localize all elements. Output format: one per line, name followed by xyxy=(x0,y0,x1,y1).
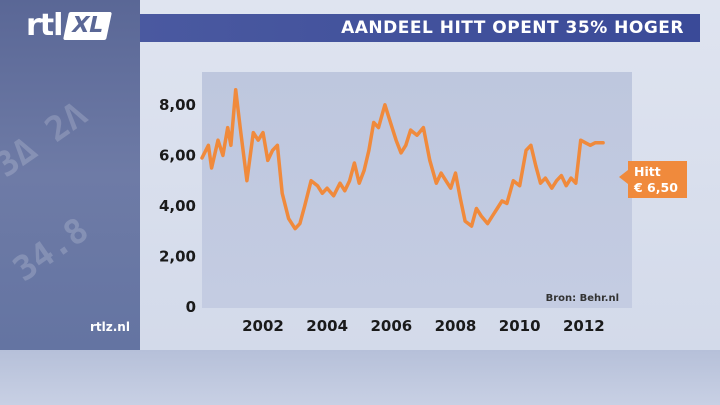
x-tick-label: 2004 xyxy=(306,317,348,335)
rtl-xl-logo: rtl XL xyxy=(26,8,113,43)
x-tick-label: 2010 xyxy=(499,317,541,335)
callout-series-name: Hitt xyxy=(634,164,661,179)
x-tick-label: 2002 xyxy=(242,317,284,335)
left-panel: 3Δ 2Λ 34.8 xyxy=(0,0,140,350)
value-callout: Hitt € 6,50 xyxy=(628,161,687,198)
logo-rtl-text: rtl xyxy=(26,8,63,43)
x-axis: 2002 2004 2006 2008 2010 2012 xyxy=(242,317,605,335)
headline: AANDEEL HITT OPENT 35% HOGER xyxy=(341,18,684,38)
y-tick-label: 2,00 xyxy=(159,247,196,265)
series-line-hitt xyxy=(200,87,605,231)
source-label: Bron: Behr.nl xyxy=(546,293,619,304)
y-tick-label: 4,00 xyxy=(159,197,196,215)
x-tick-label: 2006 xyxy=(370,317,412,335)
bottom-band xyxy=(0,350,720,405)
callout-pointer xyxy=(619,170,628,184)
y-tick-label: 6,00 xyxy=(159,146,196,164)
site-url: rtlz.nl xyxy=(90,320,130,334)
y-tick-label: 8,00 xyxy=(159,96,196,114)
y-axis: 0 2,00 4,00 6,00 8,00 xyxy=(159,96,196,316)
x-tick-label: 2008 xyxy=(435,317,477,335)
y-tick-label: 0 xyxy=(186,298,196,316)
x-tick-label: 2012 xyxy=(563,317,605,335)
plot-panel xyxy=(202,72,632,308)
callout-value: € 6,50 xyxy=(634,180,678,195)
headline-bar: AANDEEL HITT OPENT 35% HOGER xyxy=(140,14,700,42)
